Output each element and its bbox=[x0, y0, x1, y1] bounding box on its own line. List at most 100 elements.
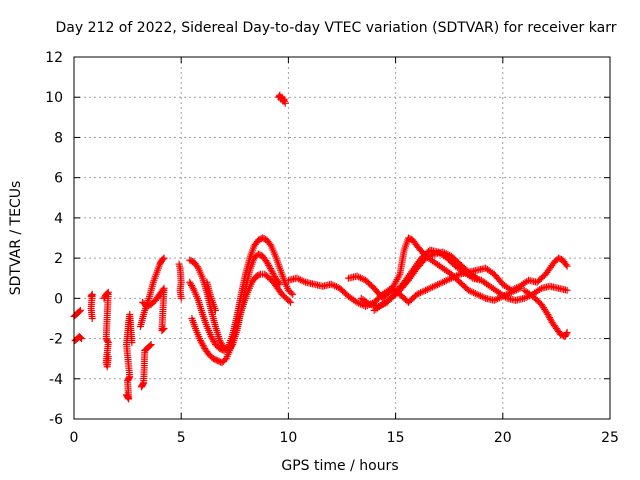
data-point bbox=[331, 282, 339, 290]
data-point bbox=[544, 310, 552, 318]
data-point bbox=[193, 263, 201, 271]
data-point bbox=[477, 292, 485, 300]
data-point bbox=[473, 274, 481, 282]
data-point bbox=[435, 280, 443, 288]
data-point bbox=[439, 278, 447, 286]
data-point bbox=[425, 253, 433, 261]
data-point bbox=[514, 285, 522, 293]
data-point bbox=[432, 281, 440, 289]
series-sat-d bbox=[100, 288, 112, 371]
data-point bbox=[516, 284, 524, 292]
data-point bbox=[285, 297, 293, 305]
data-point bbox=[507, 288, 515, 296]
data-point bbox=[442, 277, 450, 285]
data-point bbox=[490, 296, 498, 304]
data-point bbox=[563, 329, 571, 337]
data-point bbox=[88, 314, 96, 322]
data-point bbox=[300, 277, 308, 285]
data-point bbox=[355, 299, 363, 307]
data-point bbox=[423, 253, 431, 261]
data-point bbox=[212, 306, 220, 314]
y-tick-label: 8 bbox=[54, 130, 63, 146]
data-point bbox=[327, 280, 335, 288]
data-point bbox=[416, 289, 424, 297]
data-point bbox=[76, 306, 84, 314]
data-point bbox=[511, 287, 519, 295]
data-point bbox=[356, 300, 364, 308]
series-sat-c bbox=[87, 290, 96, 322]
series-sat-m bbox=[203, 278, 220, 314]
data-point bbox=[104, 353, 112, 361]
data-point bbox=[263, 258, 271, 266]
data-point bbox=[208, 334, 216, 342]
data-point bbox=[562, 261, 570, 269]
data-point bbox=[428, 283, 436, 291]
data-point bbox=[520, 294, 528, 302]
y-tick-label: 6 bbox=[54, 171, 63, 187]
data-point bbox=[356, 274, 364, 282]
data-point bbox=[442, 250, 450, 258]
data-point bbox=[562, 330, 570, 338]
data-point bbox=[128, 339, 136, 347]
data-point bbox=[146, 342, 154, 350]
y-tick-label: 12 bbox=[45, 50, 63, 66]
data-point bbox=[187, 280, 195, 288]
data-point bbox=[295, 275, 303, 283]
data-point bbox=[470, 289, 478, 297]
data-point bbox=[506, 289, 514, 297]
data-point bbox=[437, 279, 445, 287]
x-tick-label: 0 bbox=[70, 430, 79, 446]
data-point bbox=[440, 277, 448, 285]
data-point bbox=[444, 250, 452, 258]
series-sat-i bbox=[175, 260, 185, 302]
x-tick-label: 20 bbox=[494, 430, 512, 446]
data-point bbox=[264, 260, 272, 268]
data-point bbox=[536, 285, 544, 293]
data-point bbox=[420, 287, 428, 295]
data-point bbox=[446, 275, 454, 283]
y-axis-ticks: -6 -4 -2 0 2 4 6 8 10 12 bbox=[45, 50, 610, 428]
y-tick-label: -4 bbox=[49, 372, 63, 388]
series-sat-n bbox=[275, 91, 289, 107]
data-point bbox=[207, 333, 215, 341]
y-tick-label: 0 bbox=[54, 291, 63, 307]
data-point bbox=[422, 286, 430, 294]
data-point bbox=[428, 251, 436, 259]
data-point bbox=[422, 254, 430, 262]
data-point bbox=[186, 278, 194, 286]
data-point bbox=[189, 285, 197, 293]
data-point bbox=[196, 337, 204, 345]
data-point bbox=[492, 296, 500, 304]
data-point bbox=[78, 335, 86, 343]
data-point bbox=[546, 314, 554, 322]
series-sat-b bbox=[71, 333, 86, 345]
data-point bbox=[353, 272, 361, 280]
data-point bbox=[563, 286, 571, 294]
data-point bbox=[480, 294, 488, 302]
data-point bbox=[434, 281, 442, 289]
x-axis-label: GPS time / hours bbox=[281, 458, 398, 474]
data-point bbox=[425, 285, 433, 293]
x-tick-label: 10 bbox=[279, 430, 297, 446]
data-point bbox=[265, 261, 273, 269]
data-point bbox=[255, 271, 263, 279]
data-point bbox=[364, 299, 372, 307]
data-point bbox=[473, 290, 481, 298]
data-point bbox=[103, 289, 111, 297]
x-tick-label: 25 bbox=[601, 430, 619, 446]
y-tick-label: 2 bbox=[54, 251, 63, 267]
data-point bbox=[197, 338, 205, 346]
data-point bbox=[266, 241, 274, 249]
data-point bbox=[270, 271, 278, 279]
y-tick-label: 4 bbox=[54, 211, 63, 227]
data-point bbox=[501, 293, 509, 301]
plot-frame bbox=[73, 56, 611, 420]
data-point bbox=[75, 307, 83, 315]
data-point bbox=[444, 276, 452, 284]
data-point bbox=[287, 289, 295, 297]
data-point bbox=[464, 286, 472, 294]
data-point bbox=[287, 298, 295, 306]
series-sat-e bbox=[123, 310, 136, 403]
data-point bbox=[293, 274, 301, 282]
